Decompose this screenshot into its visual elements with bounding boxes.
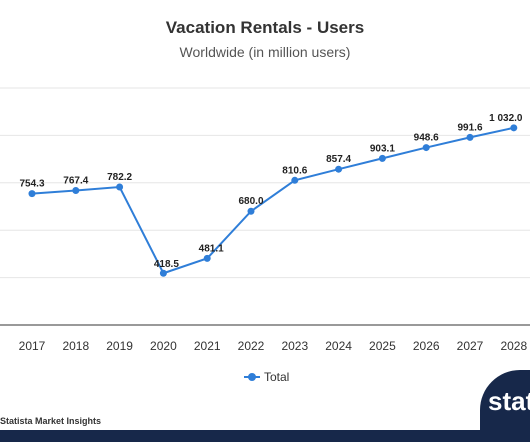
x-tick-label: 2019 [106, 339, 133, 353]
x-tick-label: 2026 [413, 339, 440, 353]
data-point[interactable] [466, 133, 474, 141]
grid-lines [0, 87, 530, 279]
data-label: 857.4 [326, 154, 351, 165]
footer-bar [0, 430, 530, 442]
data-point[interactable] [422, 144, 430, 152]
data-label: 948.6 [414, 133, 439, 144]
x-tick-label: 2017 [19, 339, 46, 353]
data-point[interactable] [203, 254, 211, 262]
data-label: 782.2 [107, 172, 132, 183]
legend-marker-icon [244, 372, 260, 382]
x-tick-label: 2018 [62, 339, 89, 353]
series-line [31, 126, 515, 275]
x-tick-label: 2022 [238, 339, 265, 353]
data-label: 810.6 [282, 165, 307, 176]
data-label: 680.0 [238, 196, 263, 207]
data-point[interactable] [247, 207, 255, 215]
data-label: 1 032.0 [489, 113, 523, 124]
x-tick-label: 2021 [194, 339, 221, 353]
data-point[interactable] [28, 190, 36, 198]
chart-subtitle: Worldwide (in million users) [179, 44, 351, 60]
data-labels: 754.3 767.4 782.2 418.5 481.1 680.0 810.6 857.4… [19, 113, 522, 270]
data-label: 991.6 [457, 122, 482, 133]
source-credit: Statista Market Insights [0, 416, 102, 426]
chart-title: Vacation Rentals - Users [165, 18, 365, 37]
data-point[interactable] [116, 183, 124, 191]
data-point[interactable] [159, 269, 167, 277]
data-point[interactable] [291, 176, 299, 184]
x-axis: 2017 2018 2019 2020 2021 2022 2023 2024 2025 2026… [0, 324, 530, 353]
data-label: 903.1 [370, 143, 395, 154]
x-tick-label: 2023 [281, 339, 308, 353]
data-point[interactable] [72, 187, 80, 195]
data-label: 767.4 [63, 176, 88, 187]
data-point[interactable] [510, 124, 518, 132]
data-point[interactable] [335, 165, 343, 173]
x-tick-label: 2028 [500, 339, 527, 353]
legend-label: Total [264, 370, 290, 384]
x-tick-label: 2024 [325, 339, 352, 353]
data-label: 418.5 [154, 259, 179, 270]
data-label: 754.3 [19, 179, 44, 190]
x-tick-label: 2020 [150, 339, 177, 353]
x-tick-label: 2025 [369, 339, 396, 353]
data-label: 481.1 [199, 243, 224, 254]
series-total [28, 124, 518, 277]
x-tick-label: 2027 [457, 339, 484, 353]
legend[interactable]: Total [244, 370, 289, 384]
data-point[interactable] [378, 154, 386, 162]
